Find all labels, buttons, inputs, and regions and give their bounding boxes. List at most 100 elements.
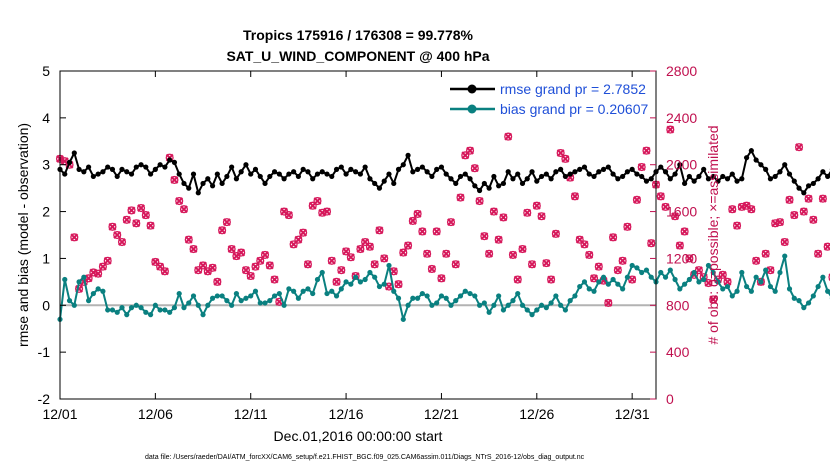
obs-possible-point [804,194,813,203]
bias-point [496,293,502,299]
bias-point [143,309,149,315]
bias-point [367,269,373,276]
obs-assimilated-stroke [184,235,193,244]
obs-possible-point [399,248,408,257]
obs-assimilated-point [628,275,637,284]
obs-possible-point [260,250,270,259]
obs-assimilated-stroke [394,280,403,289]
bias-series [57,253,830,322]
obs-assimilated-stroke [661,202,670,211]
obs-assimilated-stroke [132,219,141,228]
obs-possible-point [589,274,599,283]
obs-possible-point [189,245,198,254]
obs-assimilated-stroke [766,266,775,275]
rmse-point [81,169,87,175]
rmse-point [600,166,607,172]
obs-possible-point [465,146,475,155]
obs-assimilated-stroke [489,207,498,216]
obs-possible-point [637,163,646,172]
obs-possible-point [156,262,165,271]
obs-possible-point [661,202,670,211]
bias-point [438,293,445,299]
obs-possible-point [289,240,298,249]
obs-assimilated-point [504,132,513,141]
obs-possible-point [160,267,169,276]
rmse-point [219,180,225,187]
obs-assimilated-point [709,295,718,304]
obs-possible-point [342,247,351,256]
obs-assimilated-point [618,256,627,265]
obs-possible-point [675,241,684,250]
rmse-point [519,180,526,187]
obs-assimilated-stroke [218,226,227,235]
rmse-point [662,169,669,175]
rmse-point [705,176,712,182]
rmse-point [66,159,73,165]
obs-possible-point [494,235,503,244]
obs-possible-point [556,148,565,158]
rmse-point [596,169,602,175]
obs-assimilated-point [103,256,112,265]
chart-title-line1: Tropics 175916 / 176308 = 99.778% [243,27,474,43]
obs-possible-point [213,277,222,286]
obs-possible-point [423,249,432,258]
obs-assimilated-point [270,275,279,284]
obs-assimilated-point [604,299,613,307]
obs-assimilated-point [780,238,789,246]
obs-assimilated-point [304,260,312,269]
rmse-point [748,148,754,154]
obs-assimilated-point [685,254,694,263]
rmse-point [171,159,178,165]
rmse-point [138,162,144,168]
obs-possible-point [218,226,227,235]
obs-assimilated-point [518,245,527,253]
bias-point [600,274,607,280]
bias-point [405,302,411,308]
bias-point [419,290,425,297]
obs-assimilated-point [571,192,579,201]
obs-assimilated-point [404,241,412,250]
obs-assimilated-stroke [137,204,145,212]
rmse-point [233,176,240,182]
obs-assimilated-stroke [685,254,694,263]
obs-assimilated-point [723,277,732,286]
bias-point [257,300,263,306]
rmse-point [391,180,397,187]
obs-assimilated-point [795,143,803,152]
obs-assimilated-stroke [141,211,150,219]
obs-possible-point [623,222,632,231]
y-axis-label-right: # of obs: o=possible; ×=assimilated [705,125,721,344]
obs-possible-point [194,266,203,275]
obs-assimilated-stroke [551,229,560,238]
obs-possible-point [504,132,513,141]
y-left-tick-label: -1 [38,344,51,360]
rmse-point [90,173,96,180]
obs-possible-point [137,204,146,213]
obs-assimilated-stroke [208,263,217,272]
obs-possible-point [580,240,589,249]
bias-point [696,279,702,285]
obs-possible-point [666,125,675,134]
obs-assimilated-stroke [485,249,494,258]
obs-assimilated-stroke [413,210,422,218]
rmse-point [324,171,330,177]
bias-point [243,295,249,301]
bias-point [195,302,201,308]
rmse-point [257,173,263,180]
bias-point [233,290,240,297]
obs-assimilated-stroke [814,249,823,258]
bias-point [572,293,578,299]
obs-assimilated-stroke [299,228,308,237]
obs-assimilated-stroke [447,218,455,227]
obs-assimilated-point [733,221,741,230]
bias-point [86,298,92,304]
bias-point [100,288,106,294]
rmse-point [329,173,335,180]
obs-assimilated-stroke [656,192,665,201]
rmse-point [243,162,249,168]
rmse-point [634,171,640,177]
bias-point [443,295,449,301]
obs-assimilated-stroke [804,194,813,203]
bias-point [276,290,282,297]
bias-point [167,309,173,315]
